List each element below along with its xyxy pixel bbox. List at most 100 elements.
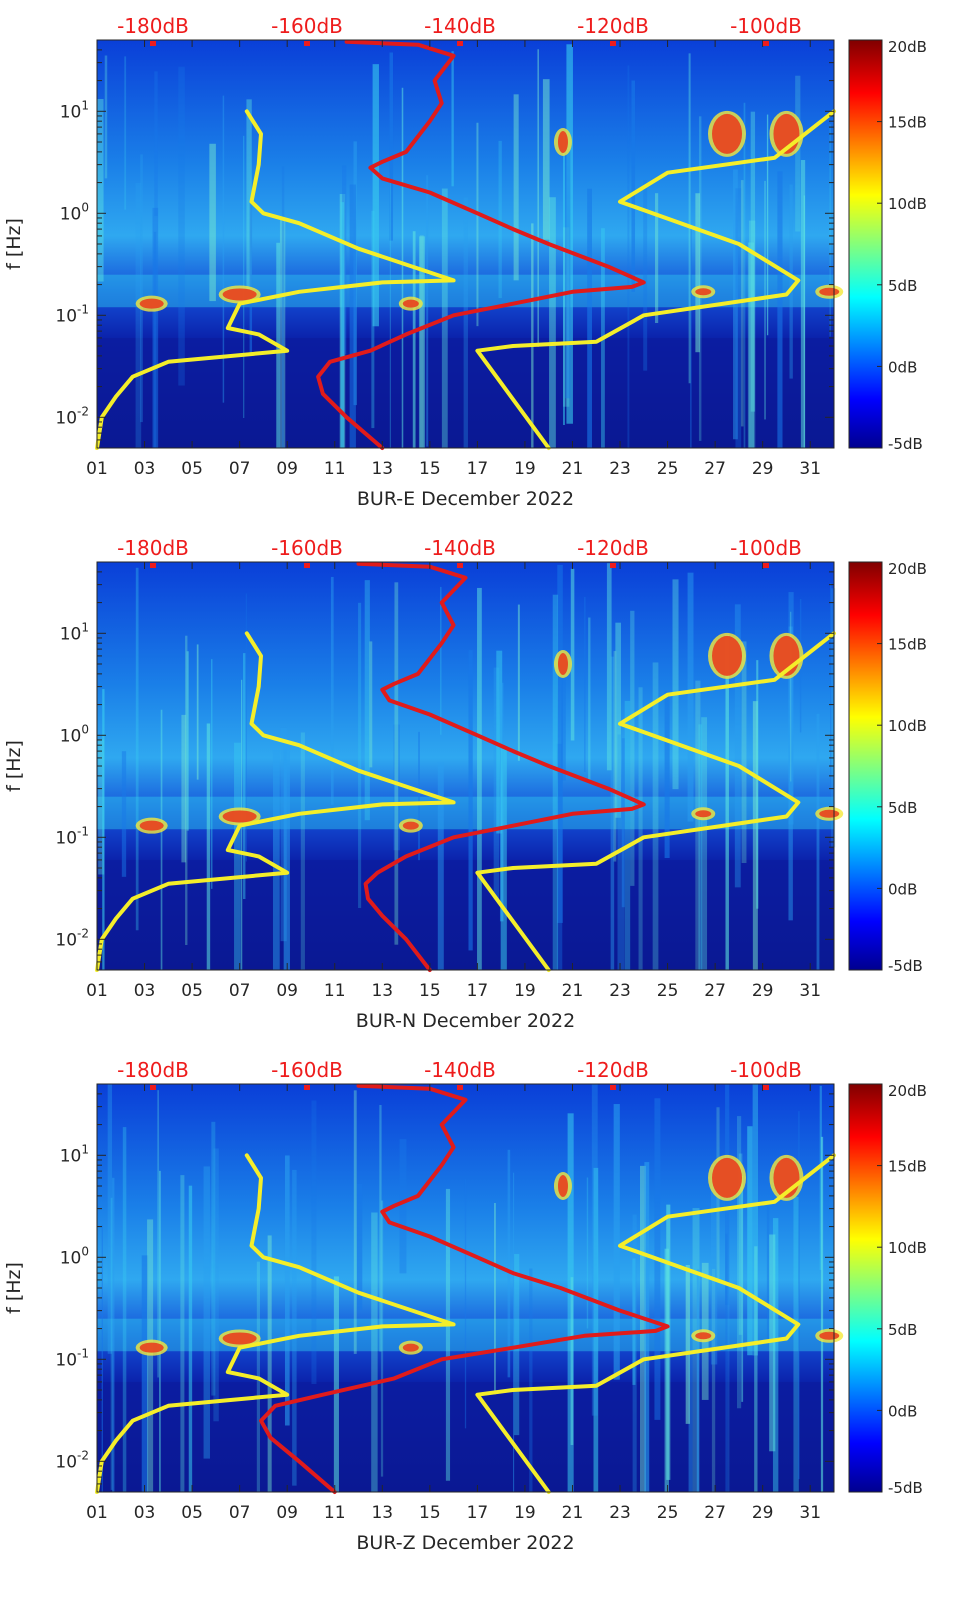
top-db-tick-marker	[304, 1085, 310, 1090]
spectrogram-streak	[630, 610, 635, 886]
colorbar-tick-label: 15dB	[888, 636, 927, 654]
spectrogram-streak	[766, 1206, 770, 1339]
spectrogram-hotspot	[402, 1343, 419, 1352]
spectrogram-streak	[688, 53, 691, 384]
top-db-tick-label: -180dB	[117, 14, 189, 38]
spectrogram-streak	[419, 235, 424, 448]
spectrogram-streak	[342, 165, 347, 355]
x-tick-label: 05	[181, 459, 203, 479]
spectrogram-hotspot	[712, 1157, 743, 1198]
top-db-tick-marker	[150, 41, 156, 46]
top-db-tick-marker	[610, 1085, 616, 1090]
x-axis-label: BUR-Z December 2022	[356, 1532, 574, 1554]
spectrogram-streak	[213, 1148, 219, 1422]
spectrogram-streak	[513, 1172, 515, 1492]
spectrogram-streak	[393, 724, 400, 851]
noise-model-curve-2	[475, 109, 836, 450]
spectrogram-streak	[222, 95, 225, 403]
x-tick-label: 17	[467, 1503, 489, 1523]
spectrogram-streak	[733, 169, 738, 440]
colorbar-tick-label: 10dB	[888, 1239, 927, 1257]
spectrogram-streak	[789, 611, 792, 782]
spectrogram-streak	[243, 135, 245, 419]
spectrogram-streak	[496, 650, 503, 834]
x-tick-label: 09	[276, 981, 298, 1001]
spectrogram-streak	[110, 1197, 113, 1490]
spectrogram-streak	[672, 579, 679, 790]
spectrogram-streak	[104, 55, 108, 179]
y-tick-label: 10-1	[55, 1346, 89, 1370]
spectrogram-streak	[371, 1212, 378, 1492]
spectrogram-streak	[369, 641, 373, 768]
spectrogram-streak	[451, 51, 454, 187]
spectrogram-streak	[300, 732, 305, 970]
spectrogram-hotspot	[402, 299, 419, 308]
spectrogram-streak	[624, 700, 631, 970]
spectrogram-streak	[685, 1264, 690, 1424]
top-db-tick-label: -180dB	[117, 536, 189, 560]
spectrogram-streak	[756, 660, 759, 909]
spectrogram-streak	[549, 197, 556, 448]
spectrogram-streak	[586, 1177, 589, 1329]
x-tick-label: 13	[371, 459, 393, 479]
y-tick-label: 10-1	[55, 824, 89, 848]
spectrogram-streak	[203, 1166, 210, 1459]
colorbar	[848, 39, 883, 449]
spectrogram-streak	[752, 1084, 759, 1356]
spectrogram-streak	[437, 762, 444, 970]
top-db-tick-label: -160dB	[271, 14, 343, 38]
x-tick-label: 21	[562, 1503, 584, 1523]
x-tick-label: 13	[371, 1503, 393, 1523]
x-tick-label: 01	[86, 459, 108, 479]
spectrogram-streak	[632, 1258, 636, 1385]
spectrogram-streak	[639, 1165, 646, 1492]
noise-model-curve-1	[95, 1153, 456, 1494]
x-tick-label: 25	[657, 1503, 679, 1523]
spectrogram-streak	[249, 202, 253, 356]
spectrogram-streak	[513, 94, 519, 281]
spectrogram-streak	[725, 635, 729, 970]
spectrogram-streak	[764, 180, 766, 420]
spectrogram-streak	[281, 166, 285, 448]
top-db-tick-marker	[150, 563, 156, 568]
spectrogram-streak	[426, 175, 429, 447]
spectrogram-streak	[820, 1136, 824, 1492]
top-db-tick-label: -180dB	[117, 1058, 189, 1082]
spectrogram-streak	[500, 748, 507, 970]
spectrogram-hotspot	[557, 131, 568, 153]
spectrogram-streak	[788, 592, 794, 825]
x-tick-label: 31	[799, 1503, 821, 1523]
spectrogram-hotspot	[695, 1332, 712, 1340]
spectrogram-streak	[112, 1177, 115, 1492]
x-tick-label: 13	[371, 981, 393, 1001]
spectrogram-streak	[606, 563, 612, 771]
spectrogram-hotspot	[222, 288, 257, 301]
spectrogram-streak	[743, 102, 746, 448]
spectrogram-streak	[440, 586, 442, 735]
x-tick-label: 27	[704, 1503, 726, 1523]
spectrogram-streak	[340, 202, 345, 448]
x-tick-label: 15	[419, 981, 441, 1001]
spectrogram-streak	[498, 140, 502, 299]
top-db-tick-marker	[457, 41, 463, 46]
spectrogram-hotspot	[139, 1342, 164, 1353]
y-tick-label: 100	[60, 1244, 89, 1268]
noise-model-curve-1	[95, 631, 456, 972]
spectrogram-hotspot	[402, 821, 419, 830]
spectrogram-streak	[372, 64, 379, 327]
spectrogram-streak	[769, 1234, 776, 1452]
noise-model-curve-1	[95, 109, 456, 450]
spectrogram-streak	[399, 1139, 407, 1274]
spectrogram-streak	[234, 742, 241, 970]
spectrogram-streak	[267, 1235, 272, 1492]
spectrogram-streak	[135, 567, 139, 931]
x-tick-label: 07	[229, 459, 251, 479]
spectrogram-streak	[710, 1169, 718, 1365]
spectrogram-streak	[819, 1085, 822, 1270]
top-db-tick-label: -160dB	[271, 1058, 343, 1082]
x-tick-label: 15	[419, 459, 441, 479]
x-tick-label: 07	[229, 981, 251, 1001]
spectrogram-streak	[788, 626, 793, 921]
spectrogram-streak	[793, 1196, 799, 1492]
